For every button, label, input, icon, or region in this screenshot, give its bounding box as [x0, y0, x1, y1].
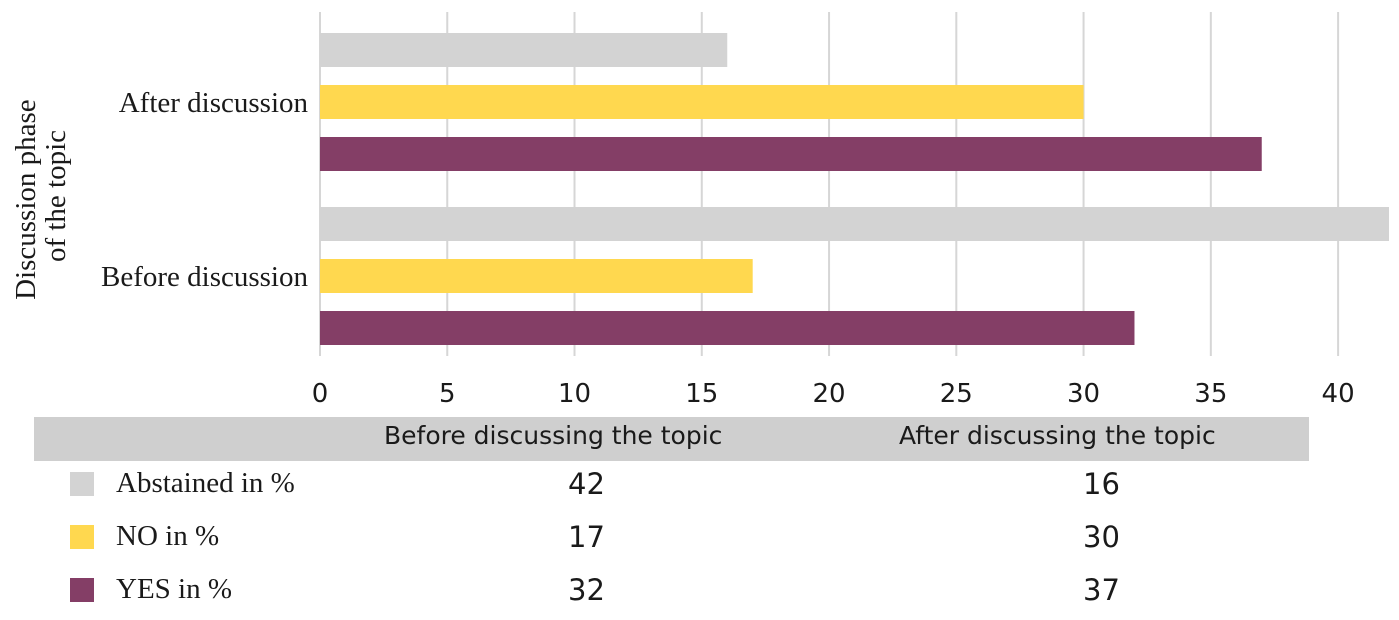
abstained-after-value: 16 — [1083, 467, 1120, 501]
table-row-abstained: Abstained in % 42 16 — [34, 461, 1309, 514]
table-header-row: Before discussing the topic After discus… — [34, 417, 1309, 461]
bars — [320, 33, 1389, 345]
bar-no-after — [320, 85, 1084, 119]
x-tick-label-35: 35 — [1194, 379, 1227, 409]
grid-lines — [319, 12, 1340, 356]
category-label-after: After discussion — [119, 87, 309, 119]
bar-chart: 0 5 10 15 20 25 30 35 40 After discussion Before … — [10, 12, 1389, 409]
bar-abstained-before — [320, 207, 1389, 241]
x-tick-label-40: 40 — [1322, 379, 1355, 409]
row-label-no: NO in % — [116, 520, 220, 552]
y-axis-title-line-2: of the topic — [40, 130, 72, 262]
x-tick-label-0: 0 — [312, 379, 329, 409]
x-axis-ticks: 0 5 10 15 20 25 30 35 40 — [312, 379, 1355, 409]
bar-yes-after — [320, 137, 1262, 171]
no-before-value: 17 — [568, 520, 605, 554]
x-tick-label-20: 20 — [813, 379, 846, 409]
bar-abstained-after — [320, 33, 728, 67]
table-row-yes: YES in % 32 37 — [34, 567, 1309, 620]
abstained-before-value: 42 — [568, 467, 605, 501]
data-table: Before discussing the topic After discus… — [34, 417, 1309, 620]
x-tick-label-5: 5 — [439, 379, 456, 409]
yes-swatch — [70, 578, 94, 602]
column-header-after: After discussing the topic — [899, 421, 1216, 450]
x-tick-label-10: 10 — [558, 379, 591, 409]
x-tick-label-25: 25 — [940, 379, 973, 409]
abstained-swatch — [70, 472, 94, 496]
table-row-no: NO in % 17 30 — [34, 514, 1309, 567]
row-label-abstained: Abstained in % — [116, 467, 295, 499]
column-header-before: Before discussing the topic — [384, 421, 723, 450]
bar-yes-before — [320, 311, 1135, 345]
x-tick-label-15: 15 — [685, 379, 718, 409]
no-after-value: 30 — [1083, 520, 1120, 554]
no-swatch — [70, 525, 94, 549]
y-axis-title: Discussion phase of the topic — [10, 92, 72, 300]
category-label-before: Before discussion — [101, 261, 308, 293]
bar-no-before — [320, 259, 753, 293]
y-axis-title-line-1: Discussion phase — [10, 99, 42, 300]
yes-after-value: 37 — [1083, 573, 1120, 607]
yes-before-value: 32 — [568, 573, 605, 607]
row-label-yes: YES in % — [116, 573, 232, 605]
x-tick-label-30: 30 — [1067, 379, 1100, 409]
y-axis-categories: After discussion Before discussion — [101, 87, 308, 293]
